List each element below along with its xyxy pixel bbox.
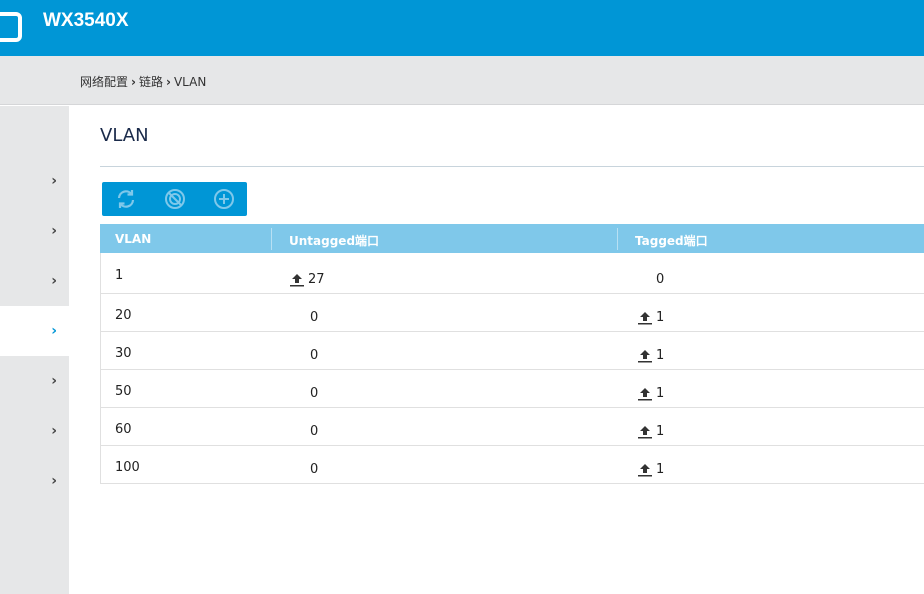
device-title: WX3540X xyxy=(43,10,129,31)
cell-vlan: 60 xyxy=(115,422,132,437)
sidebar-item[interactable]: › xyxy=(0,256,69,306)
cell-tagged[interactable]: 1 xyxy=(638,310,664,325)
refresh-button[interactable] xyxy=(114,188,137,211)
cell-vlan: 1 xyxy=(115,268,124,283)
upload-icon xyxy=(638,349,652,362)
cell-untagged[interactable]: 0 xyxy=(310,348,318,363)
cell-vlan: 100 xyxy=(115,460,140,475)
add-icon xyxy=(213,189,234,209)
sidebar-item[interactable]: › xyxy=(0,356,69,406)
sidebar-item[interactable]: › xyxy=(0,156,69,206)
cell-vlan: 30 xyxy=(115,346,132,361)
table-row[interactable]: 1 27 0 xyxy=(100,253,924,294)
cell-vlan: 20 xyxy=(115,308,132,323)
tagged-count: 1 xyxy=(656,424,665,439)
breadcrumb-item[interactable]: 链路 xyxy=(138,75,163,89)
disable-icon xyxy=(164,189,185,209)
untagged-count: 0 xyxy=(310,462,319,477)
table-row[interactable]: 20 0 1 xyxy=(100,294,924,332)
untagged-count: 0 xyxy=(310,310,319,325)
column-divider xyxy=(617,228,618,250)
page-title: VLAN xyxy=(100,125,149,146)
add-button[interactable] xyxy=(212,188,235,211)
table-row[interactable]: 30 0 1 xyxy=(100,332,924,370)
sidebar-item[interactable]: › xyxy=(0,306,69,356)
chevron-right-icon: › xyxy=(165,74,171,89)
cell-untagged[interactable]: 0 xyxy=(310,424,318,439)
table-header: VLAN Untagged端口 Tagged端口 xyxy=(100,224,924,253)
cell-vlan: 50 xyxy=(115,384,132,399)
chevron-right-icon: › xyxy=(51,423,57,439)
tagged-count: 1 xyxy=(656,386,665,401)
cell-tagged[interactable]: 1 xyxy=(638,462,664,477)
vlan-table: VLAN Untagged端口 Tagged端口 1 27 0 20 0 1 30 … xyxy=(100,224,924,484)
chevron-right-icon: › xyxy=(51,223,57,239)
table-row[interactable]: 60 0 1 xyxy=(100,408,924,446)
chevron-right-icon: › xyxy=(51,173,57,189)
chevron-right-icon: › xyxy=(51,323,57,339)
column-header-tagged[interactable]: Tagged端口 xyxy=(635,234,708,248)
toolbar xyxy=(102,182,247,216)
cell-untagged[interactable]: 0 xyxy=(310,462,318,477)
breadcrumb-item[interactable]: 网络配置 xyxy=(80,75,129,89)
table-row[interactable]: 50 0 1 xyxy=(100,370,924,408)
column-header-vlan[interactable]: VLAN xyxy=(115,232,152,246)
upload-icon xyxy=(638,311,652,324)
divider xyxy=(100,166,924,167)
untagged-count: 0 xyxy=(310,348,319,363)
table-row[interactable]: 100 0 1 xyxy=(100,446,924,484)
breadcrumb: 网络配置 › 链路 › VLAN xyxy=(80,73,206,90)
chevron-right-icon: › xyxy=(131,74,136,89)
upload-icon xyxy=(638,387,652,400)
sidebar-item[interactable]: › xyxy=(0,406,69,456)
tagged-count: 1 xyxy=(656,310,665,325)
breadcrumb-item: VLAN xyxy=(173,74,207,89)
cell-tagged[interactable]: 0 xyxy=(656,272,664,287)
chevron-right-icon: › xyxy=(51,473,57,489)
brand-logo xyxy=(0,12,22,42)
untagged-count: 0 xyxy=(310,424,319,439)
top-header: WX3540X xyxy=(0,0,924,56)
cell-tagged[interactable]: 1 xyxy=(638,424,664,439)
untagged-count: 0 xyxy=(310,386,319,401)
cell-untagged[interactable]: 0 xyxy=(310,386,318,401)
untagged-count: 27 xyxy=(308,272,325,287)
chevron-right-icon: › xyxy=(51,373,57,389)
refresh-icon xyxy=(117,190,134,208)
tagged-count: 1 xyxy=(656,462,665,477)
sidebar-item[interactable]: › xyxy=(0,456,69,506)
upload-icon xyxy=(290,273,304,286)
tagged-count: 1 xyxy=(656,348,665,363)
upload-icon xyxy=(638,463,652,476)
cell-untagged[interactable]: 27 xyxy=(290,272,325,287)
cell-tagged[interactable]: 1 xyxy=(638,348,664,363)
tagged-count: 0 xyxy=(656,272,665,287)
sidebar-item[interactable]: › xyxy=(0,206,69,256)
sidebar: › › › › › › › xyxy=(0,106,69,594)
cell-tagged[interactable]: 1 xyxy=(638,386,664,401)
column-divider xyxy=(271,228,272,250)
cell-untagged[interactable]: 0 xyxy=(310,310,318,325)
upload-icon xyxy=(638,425,652,438)
column-header-untagged[interactable]: Untagged端口 xyxy=(289,234,380,248)
disable-button[interactable] xyxy=(163,188,186,211)
chevron-right-icon: › xyxy=(51,273,57,289)
breadcrumb-bar: 网络配置 › 链路 › VLAN xyxy=(0,56,924,105)
